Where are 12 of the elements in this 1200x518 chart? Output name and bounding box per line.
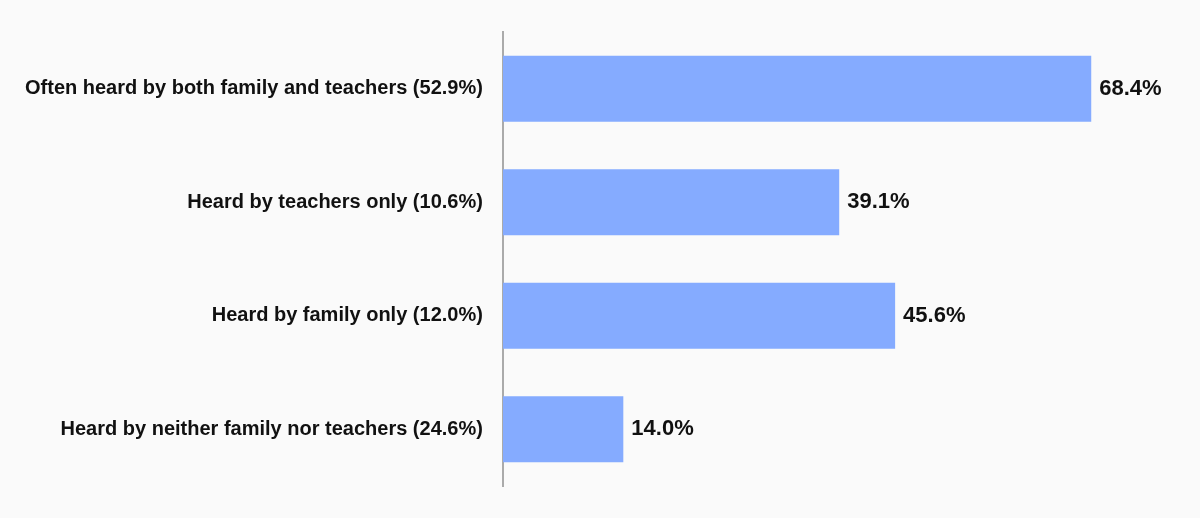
- bar: [502, 169, 840, 236]
- y-tick-label: Heard by teachers only (10.6%): [187, 189, 483, 212]
- data-label: 45.6%: [903, 301, 966, 327]
- bar: [502, 396, 624, 463]
- y-tick-label: Often heard by both family and teachers (52.9%): [25, 76, 483, 99]
- data-label: 39.1%: [847, 188, 910, 214]
- y-tick-label: Heard by family only (12.0%): [211, 303, 483, 326]
- data-label: 68.4%: [1099, 74, 1162, 100]
- data-label: 14.0%: [631, 415, 694, 441]
- bar: [502, 282, 896, 349]
- y-tick-label: Heard by neither family nor teachers (24.6%): [60, 416, 483, 439]
- bar: [502, 55, 1092, 122]
